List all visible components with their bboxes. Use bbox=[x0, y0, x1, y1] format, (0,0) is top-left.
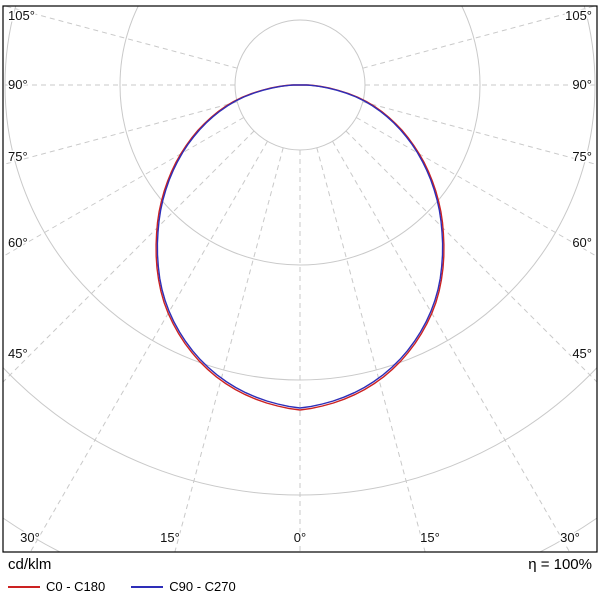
angle-label: 105° bbox=[8, 8, 35, 23]
grid-radial-line bbox=[3, 6, 238, 69]
legend-entries: C0 - C180 C90 - C270 bbox=[8, 579, 592, 594]
angle-label: 75° bbox=[572, 149, 592, 164]
c0-c180-label: C0 - C180 bbox=[46, 579, 106, 594]
angle-label: 15° bbox=[160, 530, 180, 545]
angle-label: 90° bbox=[8, 77, 28, 92]
grid-radial-line bbox=[29, 141, 268, 552]
grid-radial-line bbox=[332, 141, 571, 552]
c0-c180-line-swatch bbox=[8, 585, 40, 588]
c90-c270-label: C90 - C270 bbox=[169, 579, 236, 594]
angle-label: 0° bbox=[294, 530, 306, 545]
angle-label: 105° bbox=[565, 8, 592, 23]
grid-radial-line bbox=[345, 130, 597, 383]
grid-radial-line bbox=[174, 147, 284, 552]
c90-c270-line-swatch bbox=[131, 585, 164, 588]
angle-label: 75° bbox=[8, 149, 28, 164]
grid-circle bbox=[119, 6, 481, 266]
angle-label: 60° bbox=[572, 235, 592, 250]
angle-label: 15° bbox=[420, 530, 440, 545]
angle-label: 45° bbox=[572, 346, 592, 361]
legend-item-c0-c180: C0 - C180 bbox=[8, 579, 105, 594]
angle-label: 90° bbox=[572, 77, 592, 92]
angle-label: 45° bbox=[8, 346, 28, 361]
legend-item-c90-c270: C90 - C270 bbox=[131, 579, 236, 594]
legend-header: cd/klm η = 100% bbox=[8, 556, 592, 573]
angle-label: 60° bbox=[8, 235, 28, 250]
grid-radial-line bbox=[362, 6, 597, 69]
curve-c90-c270 bbox=[156, 84, 444, 409]
curve-c0-c180 bbox=[155, 84, 445, 411]
efficiency-label: η = 100% bbox=[528, 556, 592, 573]
grid-radial-line bbox=[3, 117, 244, 258]
grid-radial-line bbox=[3, 101, 238, 166]
legend: cd/klm η = 100% C0 - C180 C90 - C270 bbox=[0, 553, 600, 600]
grid-radial-line bbox=[316, 147, 426, 552]
units-label: cd/klm bbox=[8, 556, 52, 573]
grid-radial-line bbox=[3, 130, 255, 383]
grid-radial-line bbox=[362, 101, 597, 166]
grid-radial-line bbox=[356, 117, 597, 258]
plot-frame bbox=[2, 5, 598, 553]
angle-label: 30° bbox=[20, 530, 40, 545]
angle-label: 30° bbox=[560, 530, 580, 545]
